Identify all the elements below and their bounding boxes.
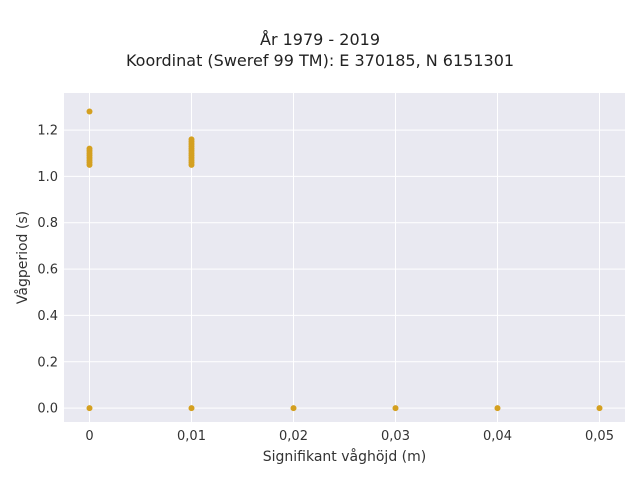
- y-tick-label: 0.6: [37, 263, 58, 278]
- y-tick-label: 0.8: [37, 216, 58, 231]
- y-axis-label: Vågperiod (s): [14, 211, 31, 304]
- x-tick-label: 0: [85, 429, 93, 444]
- y-tick-label: 1.0: [37, 170, 58, 185]
- data-point: [86, 405, 93, 412]
- data-point: [392, 405, 399, 412]
- y-tick-label: 0.0: [37, 402, 58, 417]
- data-point: [494, 405, 501, 412]
- x-tick-label: 0,03: [381, 429, 410, 444]
- y-tick-label: 1.2: [37, 124, 58, 139]
- data-point: [596, 405, 603, 412]
- y-tick-label: 0.2: [37, 355, 58, 370]
- x-tick-label: 0,05: [585, 429, 614, 444]
- x-tick-labels: 0 0,01 0,02 0,03 0,04 0,05: [85, 429, 614, 444]
- y-tick-label: 0.4: [37, 309, 58, 324]
- data-point: [86, 108, 93, 115]
- plot-background: [64, 93, 625, 422]
- y-tick-labels: 0.0 0.2 0.4 0.6 0.8 1.0 1.2: [37, 124, 58, 417]
- data-point: [86, 161, 93, 168]
- chart-title-line-1: År 1979 - 2019: [260, 30, 380, 49]
- x-tick-label: 0,01: [177, 429, 206, 444]
- data-point: [188, 405, 195, 412]
- y-gridlines: [64, 129, 625, 409]
- chart-title-line-2: Koordinat (Sweref 99 TM): E 370185, N 61…: [125, 51, 515, 70]
- x-tick-label: 0,04: [483, 429, 512, 444]
- data-point: [290, 405, 297, 412]
- x-axis-label: Signifikant våghöjd (m): [263, 448, 426, 465]
- data-points: [86, 108, 603, 412]
- x-tick-label: 0,02: [279, 429, 308, 444]
- data-point: [188, 161, 195, 168]
